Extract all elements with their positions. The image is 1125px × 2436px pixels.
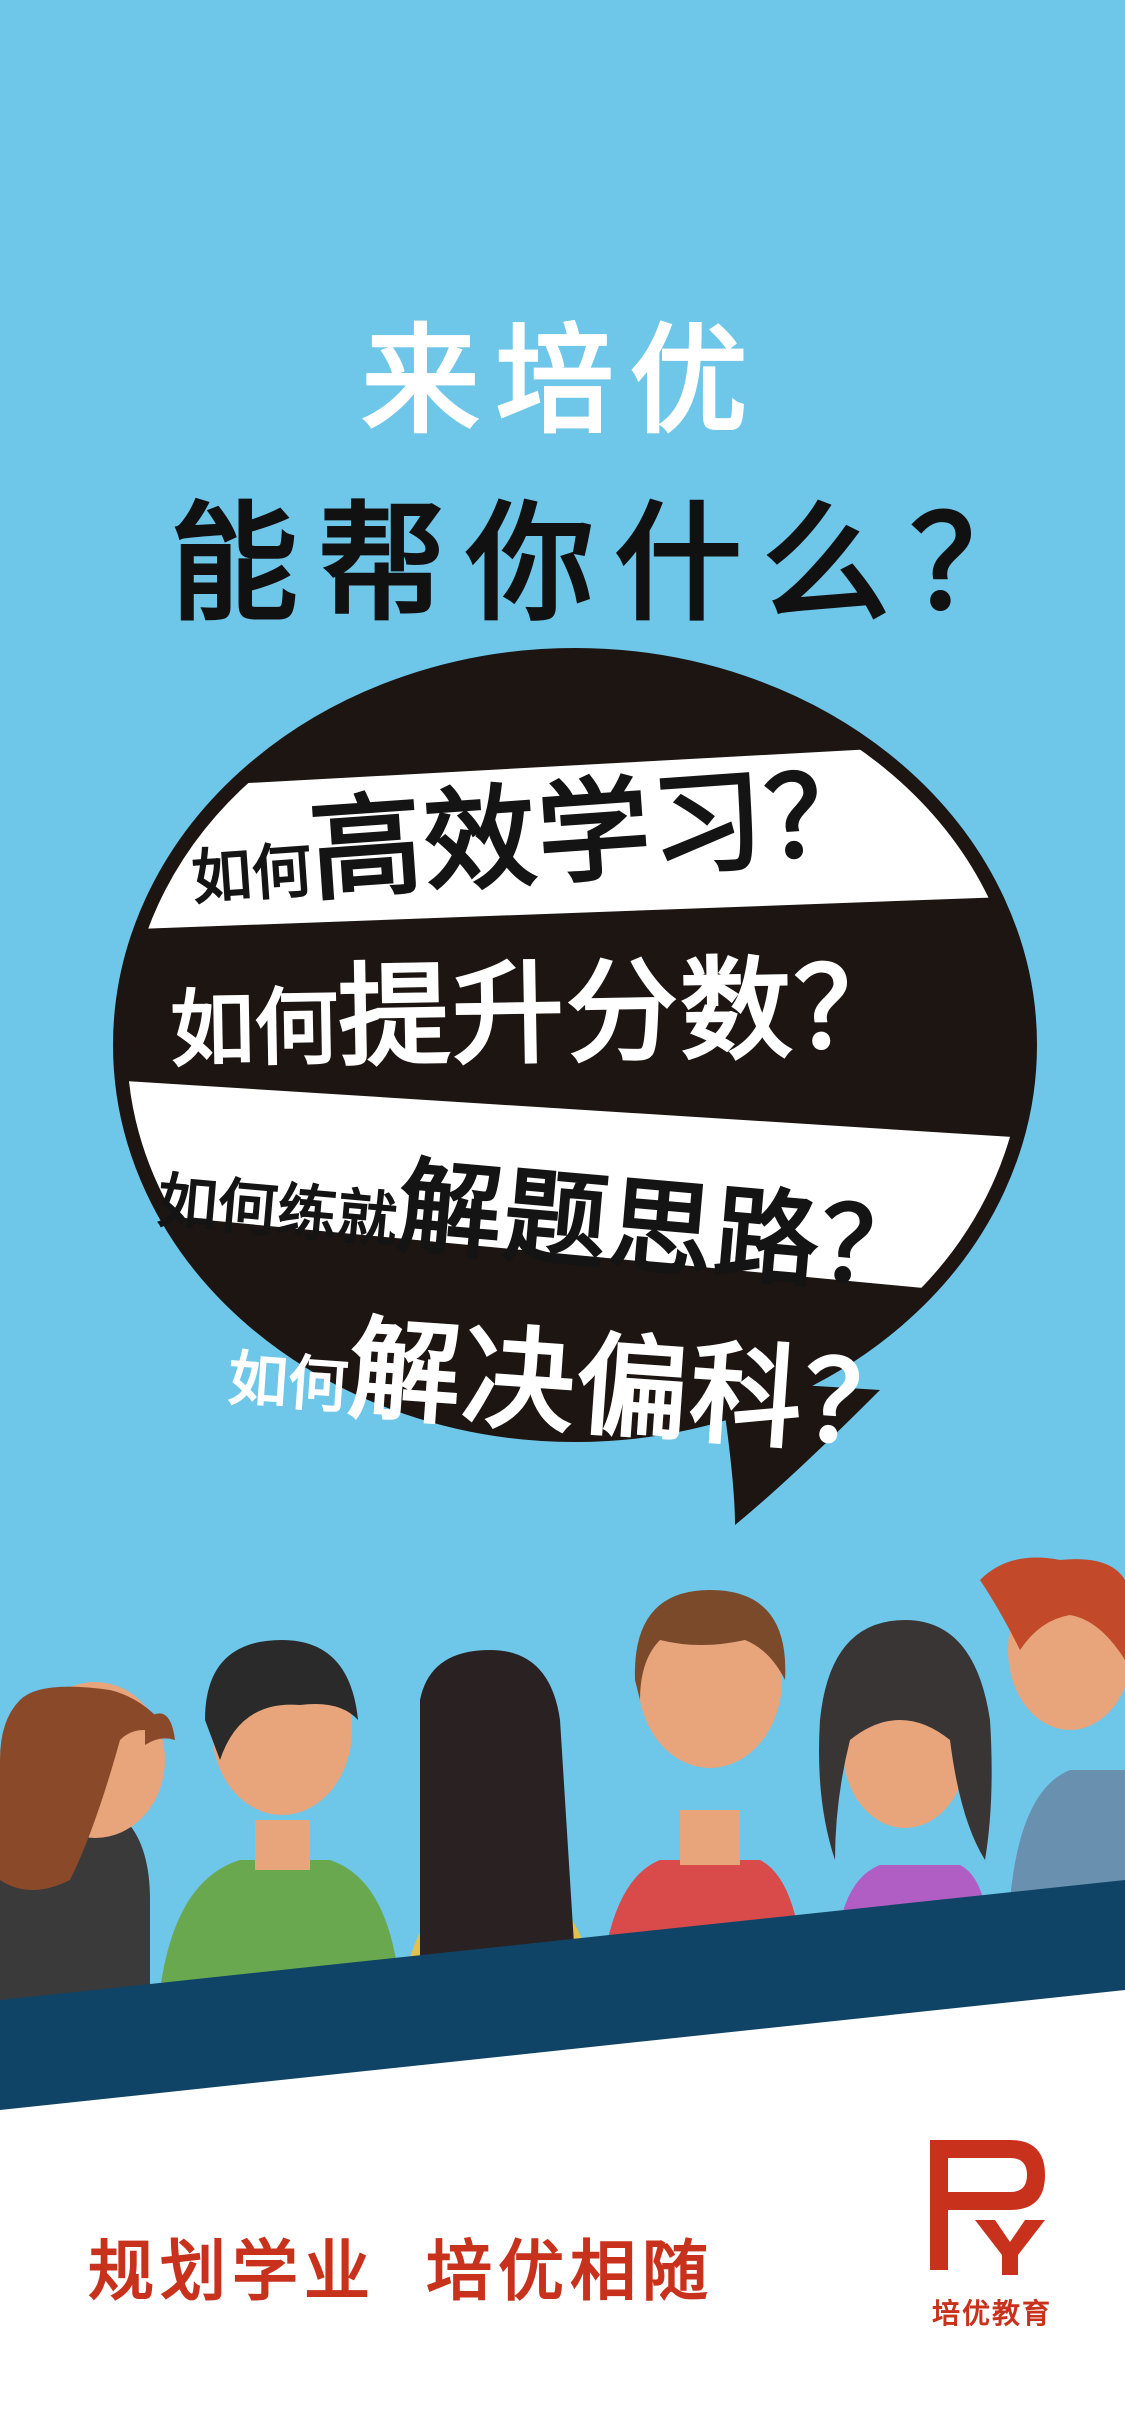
brand-logo [930, 2140, 1045, 2275]
stripe-1 [120, 740, 1030, 930]
brand-name: 培优教育 [931, 2297, 1052, 2330]
speech-bubble-tail [720, 1380, 880, 1525]
speech-bubble [113, 648, 1037, 1525]
white-base [0, 1990, 1125, 2436]
headline-line-1: 来培优 [361, 311, 764, 450]
stripe-3 [120, 1080, 1030, 1300]
slogan-part-1: 规划学业 [88, 2232, 376, 2310]
slogan: 规划学业 培优相随 [88, 2218, 714, 2314]
headline-line-2: 能帮你什么？ [170, 489, 1059, 639]
slogan-part-2: 培优相随 [426, 2232, 714, 2310]
